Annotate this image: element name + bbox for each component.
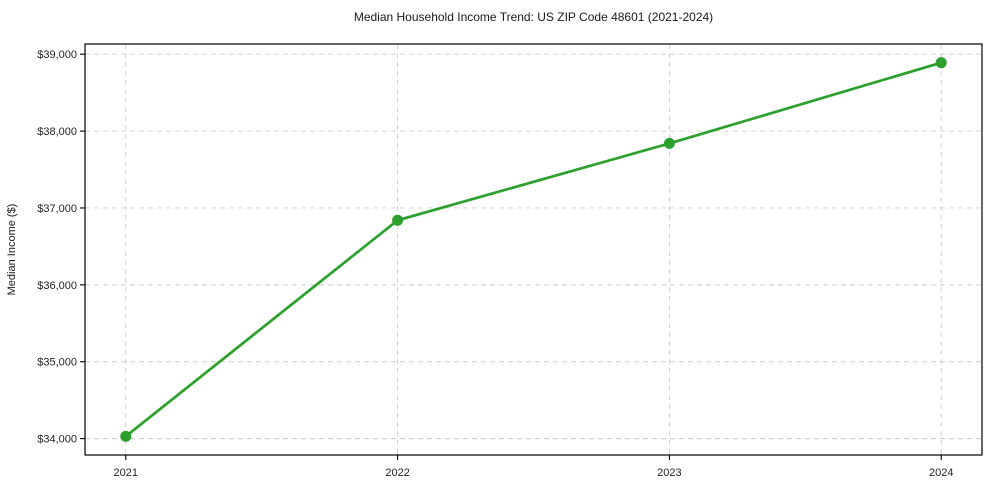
y-tick-label: $37,000 (37, 203, 77, 215)
x-tick-label: 2023 (657, 467, 681, 479)
y-tick-label: $38,000 (37, 126, 77, 138)
x-tick-label: 2024 (929, 467, 953, 479)
y-tick-label: $35,000 (37, 357, 77, 369)
chart-title: Median Household Income Trend: US ZIP Co… (354, 10, 713, 24)
y-tick-label: $34,000 (37, 434, 77, 446)
x-tick-labels: 2021 2022 2023 2024 (114, 467, 954, 479)
gridlines (85, 44, 982, 455)
y-tick-label: $36,000 (37, 280, 77, 292)
data-point-2024 (935, 57, 947, 69)
data-point-2021 (120, 430, 132, 442)
x-tick-label: 2021 (114, 467, 138, 479)
y-tick-label: $39,000 (37, 49, 77, 61)
plot-border (84, 43, 983, 456)
data-point-2022 (392, 214, 404, 226)
y-tick-labels: $34,000 $35,000 $36,000 $37,000 $38,000 $39,0… (37, 49, 77, 445)
trend-line (124, 61, 943, 438)
x-tick-label: 2022 (385, 467, 409, 479)
axis-ticks (80, 53, 942, 460)
data-points (120, 57, 947, 442)
data-point-2023 (663, 137, 675, 149)
y-axis-label: Median Income ($) (6, 204, 18, 296)
